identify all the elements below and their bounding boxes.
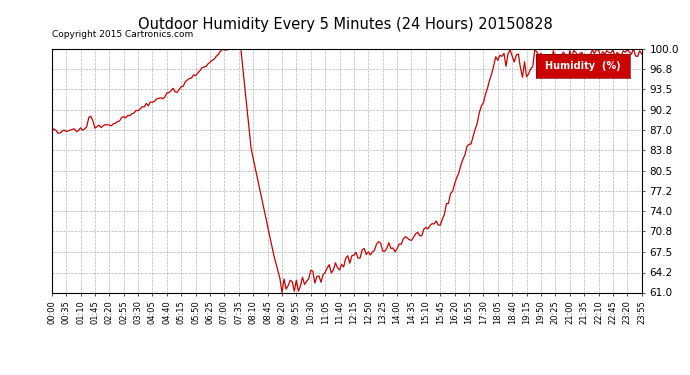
Text: Outdoor Humidity Every 5 Minutes (24 Hours) 20150828: Outdoor Humidity Every 5 Minutes (24 Hou…	[137, 17, 553, 32]
Text: Copyright 2015 Cartronics.com: Copyright 2015 Cartronics.com	[52, 30, 193, 39]
